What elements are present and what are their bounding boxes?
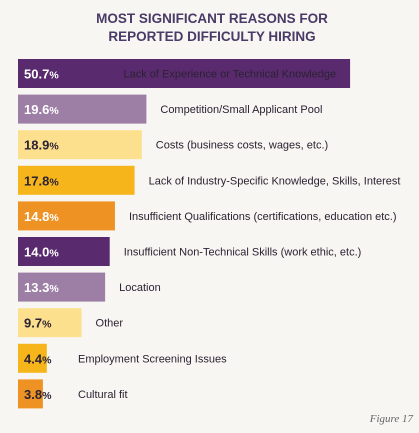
figure-label: Figure 17: [369, 413, 413, 425]
value-label-10: 3.8%: [24, 387, 52, 402]
category-label-5: Insufficient Qualifications (certificati…: [129, 211, 397, 223]
value-label-7: 13.3%: [24, 280, 59, 295]
bars-group: 50.7% Lack of Experience or Technical Kno…: [18, 59, 401, 409]
bar-4: [18, 165, 135, 195]
category-label-3: Costs (business costs, wages, etc.): [156, 140, 328, 152]
bar-2: [18, 94, 147, 124]
chart-title-line-2: REPORTED DIFFICULTY HIRING: [108, 29, 315, 44]
category-label-6: Insufficient Non-Technical Skills (work …: [124, 247, 362, 259]
value-label-8: 9.7%: [24, 316, 52, 331]
bar-5: [18, 201, 115, 231]
category-label-1: Lack of Experience or Technical Knowledg…: [123, 69, 336, 81]
bar-6: [18, 237, 110, 266]
bar-8: [18, 308, 82, 338]
value-label-1: 50.7%: [24, 67, 59, 82]
value-label-4: 17.8%: [24, 173, 59, 188]
category-label-8: Other: [96, 318, 124, 330]
value-label-3: 18.9%: [24, 138, 59, 153]
category-label-2: Competition/Small Applicant Pool: [160, 104, 322, 116]
bar-10: [18, 379, 43, 409]
value-label-6: 14.0%: [24, 245, 59, 260]
value-label-2: 19.6%: [24, 102, 59, 117]
bar-3: [18, 130, 142, 160]
category-label-9: Employment Screening Issues: [78, 353, 227, 365]
value-label-5: 14.8%: [24, 209, 59, 224]
bar-7: [18, 272, 106, 302]
category-label-10: Cultural fit: [78, 389, 128, 401]
bar-1: [18, 59, 351, 88]
bar-9: [18, 343, 47, 373]
chart-title-line-1: MOST SIGNIFICANT REASONS FOR: [96, 11, 328, 26]
category-label-7: Location: [119, 282, 161, 294]
category-label-4: Lack of Industry-Specific Knowledge, Ski…: [149, 175, 401, 187]
value-label-9: 4.4%: [24, 351, 52, 366]
